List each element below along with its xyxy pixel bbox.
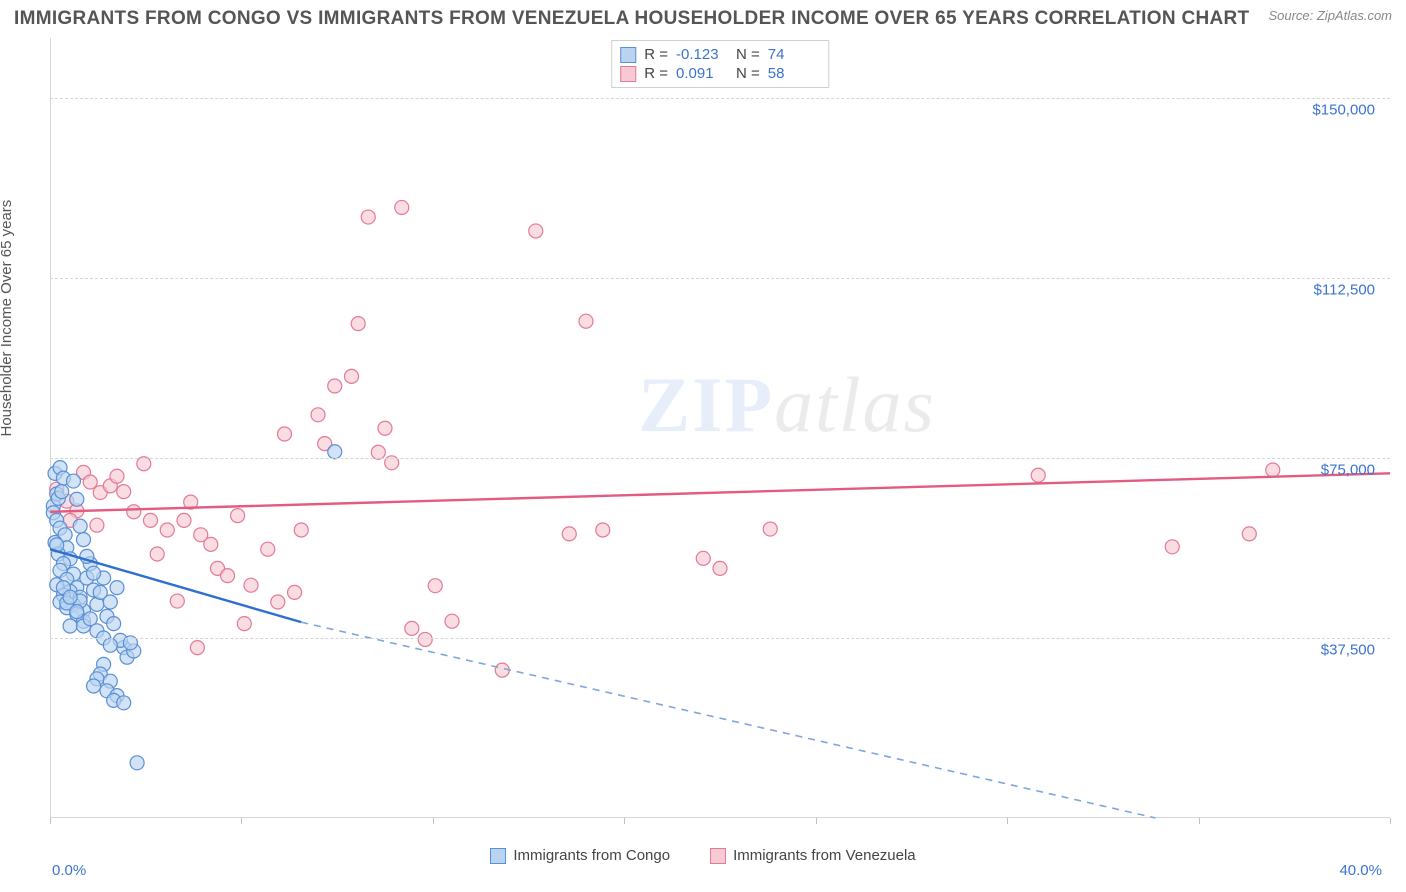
x-min-label: 0.0% — [52, 862, 86, 879]
legend-row-venezuela: R = 0.091 N = 58 — [620, 64, 820, 83]
gridline — [50, 278, 1390, 279]
y-tick-label: $150,000 — [1312, 102, 1375, 119]
page-title: IMMIGRANTS FROM CONGO VS IMMIGRANTS FROM… — [14, 8, 1249, 30]
x-tick — [624, 818, 625, 824]
x-max-label: 40.0% — [1339, 862, 1382, 879]
legend-label: Immigrants from Venezuela — [733, 847, 916, 864]
y-tick-label: $112,500 — [1314, 282, 1375, 299]
source-attribution: Source: ZipAtlas.com — [1268, 8, 1392, 23]
x-tick — [1390, 818, 1391, 824]
legend-row-congo: R = -0.123 N = 74 — [620, 45, 820, 64]
y-tick-label: $37,500 — [1321, 642, 1375, 659]
legend-item-congo: Immigrants from Congo — [490, 847, 670, 864]
correlation-legend: R = -0.123 N = 74 R = 0.091 N = 58 — [611, 40, 829, 88]
y-axis-label: Householder Income Over 65 years — [0, 200, 15, 437]
swatch-congo-bottom — [490, 848, 506, 864]
gridline — [50, 458, 1390, 459]
swatch-venezuela — [620, 66, 636, 82]
y-tick-label: $75,000 — [1321, 462, 1375, 479]
x-tick — [1199, 818, 1200, 824]
legend-item-venezuela: Immigrants from Venezuela — [710, 847, 916, 864]
chart-area: Householder Income Over 65 years ZIPatla… — [50, 38, 1390, 818]
swatch-venezuela-bottom — [710, 848, 726, 864]
x-tick — [816, 818, 817, 824]
gridline — [50, 98, 1390, 99]
x-tick — [50, 818, 51, 824]
x-tick — [241, 818, 242, 824]
scatter-plot — [50, 38, 1390, 818]
bottom-legend: Immigrants from Congo Immigrants from Ve… — [0, 847, 1406, 864]
legend-label: Immigrants from Congo — [513, 847, 670, 864]
swatch-congo — [620, 47, 636, 63]
gridline — [50, 638, 1390, 639]
x-tick — [1007, 818, 1008, 824]
x-tick — [433, 818, 434, 824]
